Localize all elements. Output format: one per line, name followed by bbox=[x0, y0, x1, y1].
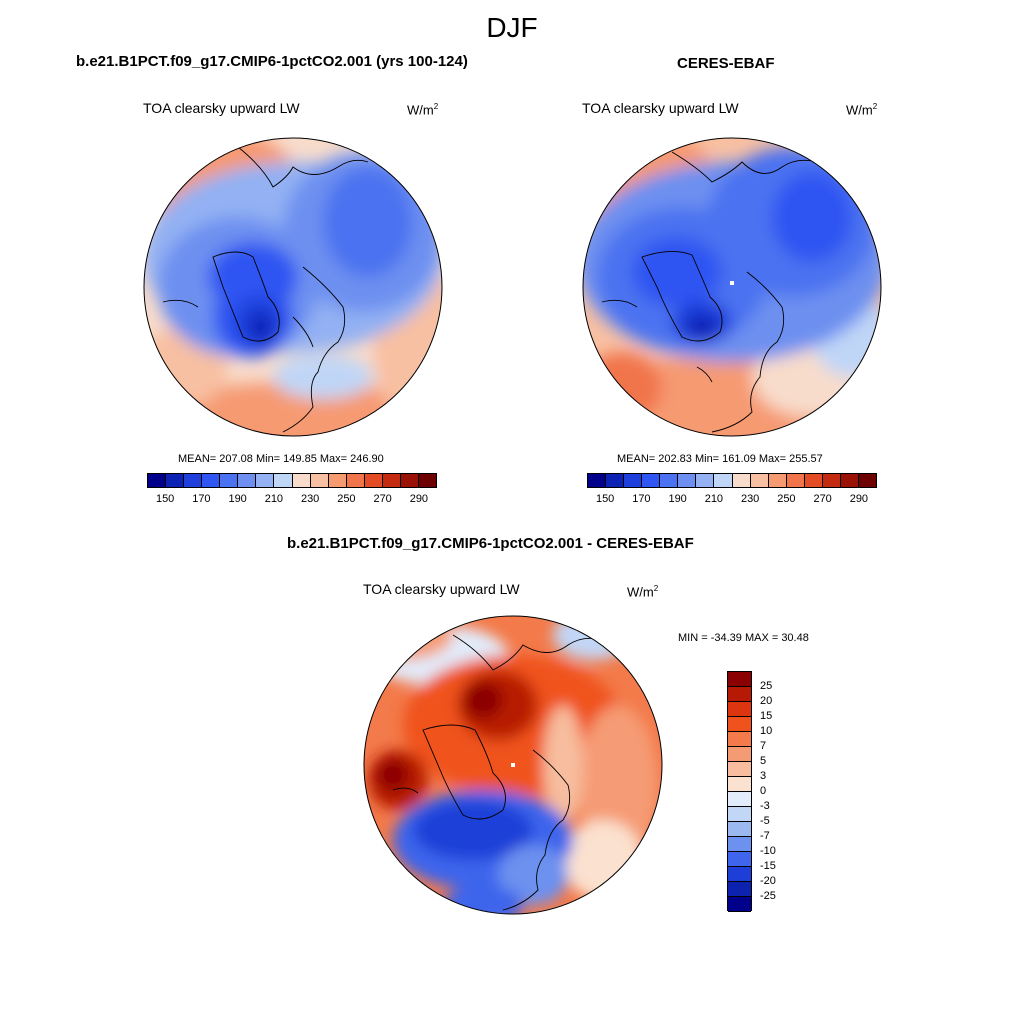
colorbar-tick-label: 20 bbox=[760, 695, 773, 707]
colorbar-tick-label: 7 bbox=[760, 740, 767, 752]
colorbar-swatch bbox=[728, 867, 751, 882]
colorbar-swatch bbox=[184, 474, 203, 487]
colorbar-swatch bbox=[292, 474, 311, 487]
diff-colorbar bbox=[727, 671, 752, 912]
colorbar-tick-label: 230 bbox=[300, 493, 320, 505]
colorbar-swatch bbox=[714, 474, 733, 487]
colorbar-tick-label: 170 bbox=[632, 493, 651, 505]
colorbar-swatch bbox=[822, 474, 841, 487]
colorbar-swatch bbox=[310, 474, 329, 487]
colorbar-swatch bbox=[606, 474, 625, 487]
colorbar-tick-label: 270 bbox=[373, 493, 392, 505]
colorbar-tick-label: 190 bbox=[228, 493, 247, 505]
colorbar-tick-label: -3 bbox=[760, 800, 770, 812]
colorbar-swatch bbox=[728, 672, 751, 687]
figure-title: DJF bbox=[486, 12, 538, 43]
diff-stats: MIN = -34.39 MAX = 30.48 bbox=[678, 632, 809, 644]
colorbar-tick-label: 250 bbox=[337, 493, 356, 505]
colorbar-swatch bbox=[728, 777, 751, 792]
colorbar-swatch bbox=[728, 852, 751, 867]
colorbar-swatch bbox=[728, 882, 751, 897]
colorbar-swatch bbox=[750, 474, 769, 487]
model-colorbar bbox=[147, 473, 437, 488]
model-stats: MEAN= 207.08 Min= 149.85 Max= 246.90 bbox=[178, 453, 384, 465]
colorbar-swatch bbox=[840, 474, 859, 487]
colorbar-swatch bbox=[678, 474, 697, 487]
colorbar-swatch bbox=[728, 807, 751, 822]
colorbar-swatch bbox=[642, 474, 661, 487]
colorbar-tick-label: 250 bbox=[777, 493, 796, 505]
colorbar-tick-label: -15 bbox=[760, 860, 776, 872]
colorbar-tick-label: 15 bbox=[760, 710, 773, 722]
diff-polar-map bbox=[363, 615, 663, 915]
colorbar-swatch bbox=[220, 474, 239, 487]
colorbar-swatch bbox=[382, 474, 401, 487]
colorbar-tick-label: 190 bbox=[668, 493, 687, 505]
colorbar-tick-label: 25 bbox=[760, 680, 773, 692]
colorbar-swatch bbox=[786, 474, 805, 487]
colorbar-tick-label: 10 bbox=[760, 725, 773, 737]
colorbar-swatch bbox=[256, 474, 275, 487]
obs-colorbar bbox=[587, 473, 877, 488]
colorbar-swatch bbox=[728, 822, 751, 837]
colorbar-swatch bbox=[728, 732, 751, 747]
colorbar-tick-label: 290 bbox=[849, 493, 869, 505]
colorbar-swatch bbox=[728, 717, 751, 732]
obs-units: W/m2 bbox=[846, 102, 878, 118]
colorbar-swatch bbox=[804, 474, 823, 487]
model-field-label: TOA clearsky upward LW bbox=[143, 100, 300, 116]
colorbar-swatch bbox=[624, 474, 643, 487]
colorbar-swatch bbox=[364, 474, 383, 487]
colorbar-tick-label: 210 bbox=[704, 493, 724, 505]
colorbar-swatch bbox=[728, 897, 751, 912]
colorbar-tick-label: -25 bbox=[760, 890, 776, 902]
colorbar-tick-label: 210 bbox=[264, 493, 284, 505]
model-polar-map bbox=[143, 137, 443, 437]
diff-field-label: TOA clearsky upward LW bbox=[363, 581, 520, 597]
colorbar-swatch bbox=[588, 474, 607, 487]
colorbar-swatch bbox=[148, 474, 167, 487]
colorbar-swatch bbox=[238, 474, 257, 487]
colorbar-swatch bbox=[274, 474, 293, 487]
colorbar-swatch bbox=[768, 474, 787, 487]
colorbar-tick-label: 270 bbox=[813, 493, 832, 505]
colorbar-swatch bbox=[418, 474, 436, 487]
colorbar-swatch bbox=[696, 474, 715, 487]
colorbar-swatch bbox=[660, 474, 679, 487]
colorbar-swatch bbox=[728, 747, 751, 762]
obs-panel-title: CERES-EBAF bbox=[677, 55, 775, 72]
obs-field-label: TOA clearsky upward LW bbox=[582, 100, 739, 116]
model-panel-title: b.e21.B1PCT.f09_g17.CMIP6-1pctCO2.001 (y… bbox=[76, 53, 468, 70]
colorbar-tick-label: -20 bbox=[760, 875, 776, 887]
colorbar-tick-label: 5 bbox=[760, 755, 767, 767]
colorbar-swatch bbox=[728, 702, 751, 717]
model-units: W/m2 bbox=[407, 102, 439, 118]
colorbar-swatch bbox=[202, 474, 221, 487]
colorbar-tick-label: 3 bbox=[760, 770, 767, 782]
colorbar-tick-label: 290 bbox=[409, 493, 429, 505]
colorbar-tick-label: -10 bbox=[760, 845, 776, 857]
colorbar-tick-label: 150 bbox=[155, 493, 175, 505]
colorbar-tick-label: -7 bbox=[760, 830, 770, 842]
colorbar-tick-label: 230 bbox=[740, 493, 760, 505]
diff-units: W/m2 bbox=[627, 584, 659, 600]
colorbar-swatch bbox=[728, 837, 751, 852]
colorbar-swatch bbox=[732, 474, 751, 487]
colorbar-swatch bbox=[728, 687, 751, 702]
obs-stats: MEAN= 202.83 Min= 161.09 Max= 255.57 bbox=[617, 453, 823, 465]
colorbar-swatch bbox=[858, 474, 876, 487]
diff-panel-title: b.e21.B1PCT.f09_g17.CMIP6-1pctCO2.001 - … bbox=[287, 535, 694, 552]
colorbar-tick-label: -5 bbox=[760, 815, 770, 827]
colorbar-swatch bbox=[728, 762, 751, 777]
colorbar-swatch bbox=[346, 474, 365, 487]
colorbar-swatch bbox=[400, 474, 419, 487]
obs-polar-map bbox=[582, 137, 882, 437]
colorbar-swatch bbox=[328, 474, 347, 487]
colorbar-tick-label: 150 bbox=[595, 493, 615, 505]
colorbar-tick-label: 170 bbox=[192, 493, 211, 505]
colorbar-swatch bbox=[728, 792, 751, 807]
colorbar-tick-label: 0 bbox=[760, 785, 767, 797]
colorbar-swatch bbox=[166, 474, 185, 487]
